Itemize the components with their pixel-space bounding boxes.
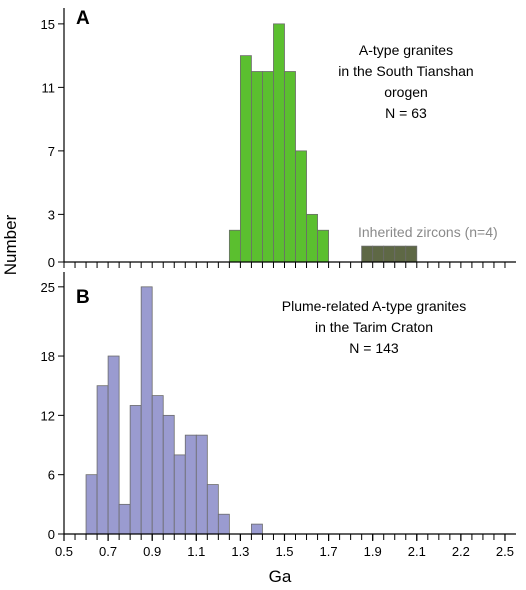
x-tick-label: 0.7: [99, 544, 117, 559]
panel-a-inherited-bar: [361, 245, 374, 263]
panel-b-annotation-line: in the Tarim Craton: [315, 319, 433, 335]
panel-a-y-tick-label: 7: [48, 144, 55, 159]
panel-b-y-tick-label: 12: [41, 408, 55, 423]
panel-b-bar: [162, 414, 175, 535]
panel-a-bar: [284, 71, 296, 263]
x-tick-label: 2.1: [408, 544, 426, 559]
panel-a-inherited-bar: [372, 245, 385, 263]
panel-b-y-tick-label: 25: [41, 280, 55, 295]
panel-b-bar: [129, 405, 142, 535]
panel-a-y-tick-label: 11: [42, 80, 56, 95]
panel-a-bar: [262, 71, 274, 263]
panel-b-bar: [85, 474, 98, 535]
x-tick-label: 1.7: [320, 544, 338, 559]
panel-a: 0 3 7 11 15 Inherited zircons (n=4) A A-type gr…: [41, 8, 516, 270]
x-tick-label: 1.3: [231, 544, 249, 559]
y-axis-title: Number: [1, 214, 20, 275]
panel-a-bar: [317, 229, 329, 263]
x-tick-label: 0.9: [143, 544, 161, 559]
panel-b-y-tick-label: 0: [48, 527, 55, 542]
panel-b-y-tick-label: 18: [41, 349, 55, 364]
panel-b: 0 6 12 18 25 B Plume-related A-type granites in…: [41, 272, 516, 542]
x-tick-label: 0.5: [55, 544, 73, 559]
panel-b-bar: [173, 454, 186, 535]
panel-b-letter: B: [76, 287, 90, 308]
panel-a-y-tick-label: 0: [48, 255, 55, 270]
panel-a-y-tick-label: 3: [48, 207, 55, 222]
panel-b-annotation-line: Plume-related A-type granites: [282, 298, 466, 314]
panel-a-letter: A: [76, 8, 90, 29]
x-axis-title: Ga: [269, 567, 292, 586]
panel-b-bar: [96, 385, 109, 535]
x-tick-label: 1.5: [275, 544, 293, 559]
panel-b-bar: [107, 355, 120, 535]
x-tick-label: 1.9: [364, 544, 382, 559]
panel-a-inherited-label: Inherited zircons (n=4): [358, 224, 498, 240]
panel-a-annotation-line: A-type granites: [359, 42, 453, 58]
x-axis: 0.5 0.7 0.9 1.1 1.3 1.5 1.7 1.9 2.1 2.2 2.5: [55, 534, 514, 559]
panel-b-bar: [206, 484, 219, 535]
panel-a-bar: [273, 23, 285, 263]
panel-a-annotation-line: orogen: [384, 84, 428, 100]
panel-a-inherited-bar: [394, 245, 407, 263]
panel-b-bar: [184, 434, 197, 535]
panel-a-bar: [306, 213, 318, 263]
panel-a-bar: [251, 71, 263, 263]
panel-b-annotation-line: N = 143: [349, 340, 399, 356]
panel-a-inherited-bar: [405, 245, 418, 263]
panel-b-y-tick-label: 6: [48, 468, 55, 483]
panel-a-bar: [239, 55, 252, 263]
panel-b-bar: [217, 513, 230, 535]
panel-a-y-tick-label: 15: [41, 17, 55, 32]
x-tick-label: 1.1: [187, 544, 205, 559]
x-tick-label: 2.2: [452, 544, 470, 559]
panel-b-bar: [151, 395, 164, 535]
panel-a-bar: [295, 150, 307, 263]
panel-a-annotation-line: N = 63: [385, 105, 427, 121]
panel-b-bar: [195, 434, 208, 535]
panel-b-bar: [140, 286, 153, 535]
panel-a-inherited-bar: [383, 245, 396, 263]
panel-b-bar: [251, 523, 263, 535]
panel-a-bar: [228, 229, 241, 263]
x-tick-label: 2.5: [496, 544, 514, 559]
panel-a-annotation-line: in the South Tianshan: [338, 63, 473, 79]
panel-b-bar: [118, 503, 131, 535]
